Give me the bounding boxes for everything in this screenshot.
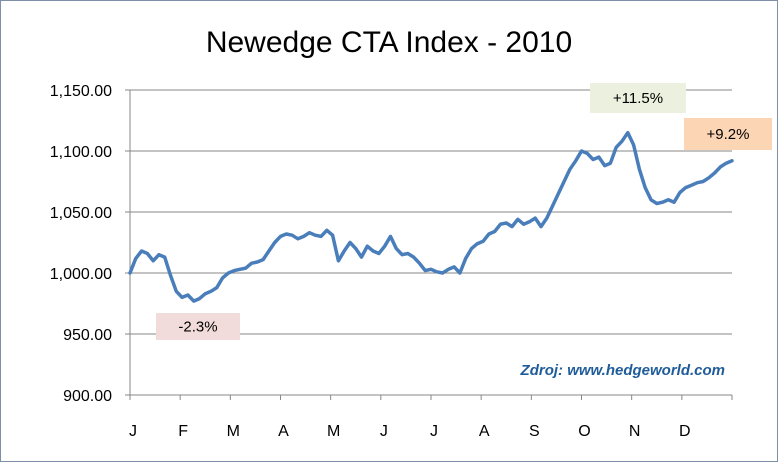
y-axis-tick-labels: 1,150.00 1,100.00 1,050.00 1,000.00 950.00 90… [50, 83, 130, 405]
x-tick-label: M [327, 423, 340, 440]
x-tick-label: A [479, 423, 490, 440]
x-tick-label: J [380, 423, 388, 440]
chart-title: Newedge CTA Index - 2010 [206, 26, 572, 59]
annotation-label: +11.5% [613, 90, 663, 107]
y-tick-label: 1,050.00 [50, 205, 112, 222]
annotations: +11.5% +9.2% -2.3% [156, 83, 772, 340]
gridlines [130, 89, 732, 335]
y-tick-label: 1,000.00 [50, 266, 112, 283]
x-tick-label: O [578, 423, 590, 440]
annotation-box [156, 313, 240, 340]
x-tick-label: D [679, 423, 691, 440]
y-tick-label: 1,100.00 [50, 144, 112, 161]
series-line [128, 130, 734, 303]
x-tick-label: J [129, 423, 137, 440]
annotation-box [684, 118, 772, 150]
annotation-box [590, 83, 686, 113]
x-tick-label: N [629, 423, 641, 440]
x-tick-label: S [529, 423, 540, 440]
annotation-label: -2.3% [178, 319, 217, 336]
annotation-label: +9.2% [707, 126, 750, 143]
x-tick-label: M [227, 423, 240, 440]
y-tick-label: 900.00 [63, 388, 112, 405]
source-note: Zdroj: www.hedgeworld.com [520, 362, 725, 379]
x-tick-label: J [430, 423, 438, 440]
y-tick-label: 1,150.00 [50, 83, 112, 100]
y-tick-label: 950.00 [63, 327, 112, 344]
x-tick-label: A [278, 423, 289, 440]
x-tick-label: F [178, 423, 188, 440]
